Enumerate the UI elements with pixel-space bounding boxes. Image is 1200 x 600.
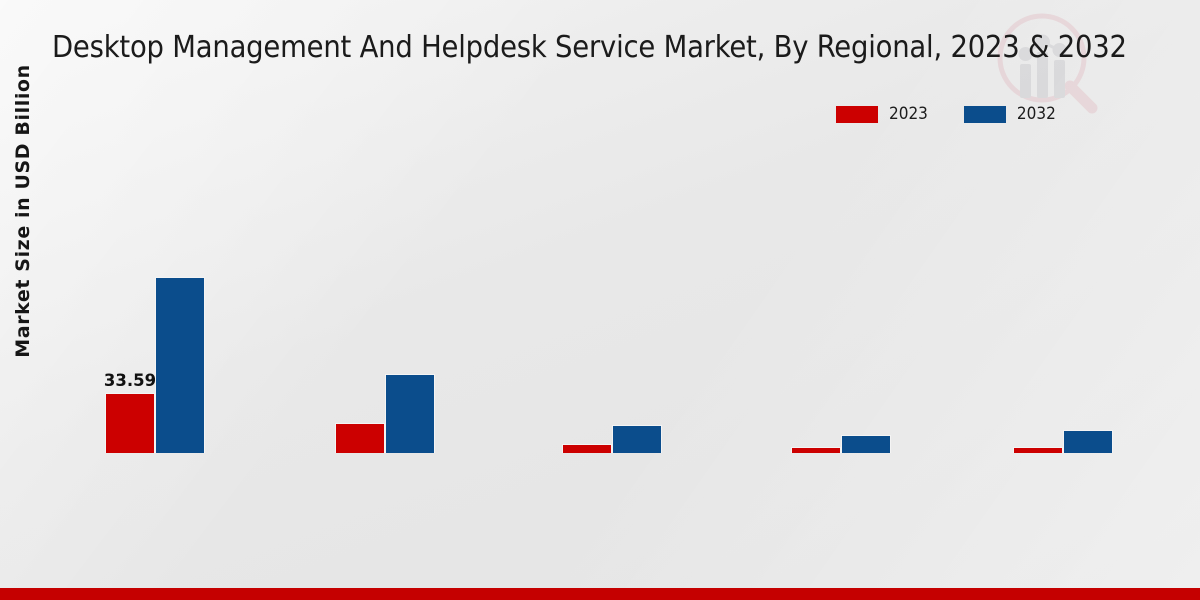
bar-asia-pacific-2032[interactable] [841,435,891,453]
bar-value-north-america-2023: 33.59 [103,371,157,390]
legend-label-2032: 2032 [1016,104,1056,124]
bar-north-america-2032[interactable] [155,277,205,453]
chart-title: Desktop Management And Helpdesk Service … [52,30,1127,65]
bar-south-america-2023[interactable] [562,444,612,453]
legend-label-2023: 2023 [889,104,928,124]
legend-item-2032[interactable]: 2032 [963,104,1056,124]
bar-europe-2032[interactable] [385,374,435,453]
bar-europe-2023[interactable] [335,423,385,453]
legend-swatch-2032 [963,105,1006,123]
legend-item-2023[interactable]: 2023 [836,104,928,124]
bar-north-america-2023[interactable]: 33.59 [104,371,156,453]
chart-legend: 2023 2032 [836,104,1056,124]
bar-middle-east-and-africa-2032[interactable] [1063,430,1113,453]
footer-accent-bar [0,588,1200,600]
bar-south-america-2032[interactable] [612,425,662,453]
legend-swatch-2023 [836,105,878,123]
plot-area: 33.59 NORTH AMERICA EUROPE SOUTH AMERICA [0,140,1200,599]
bar-middle-east-and-africa-2023[interactable] [1013,447,1063,453]
bar-asia-pacific-2023[interactable] [791,447,841,453]
